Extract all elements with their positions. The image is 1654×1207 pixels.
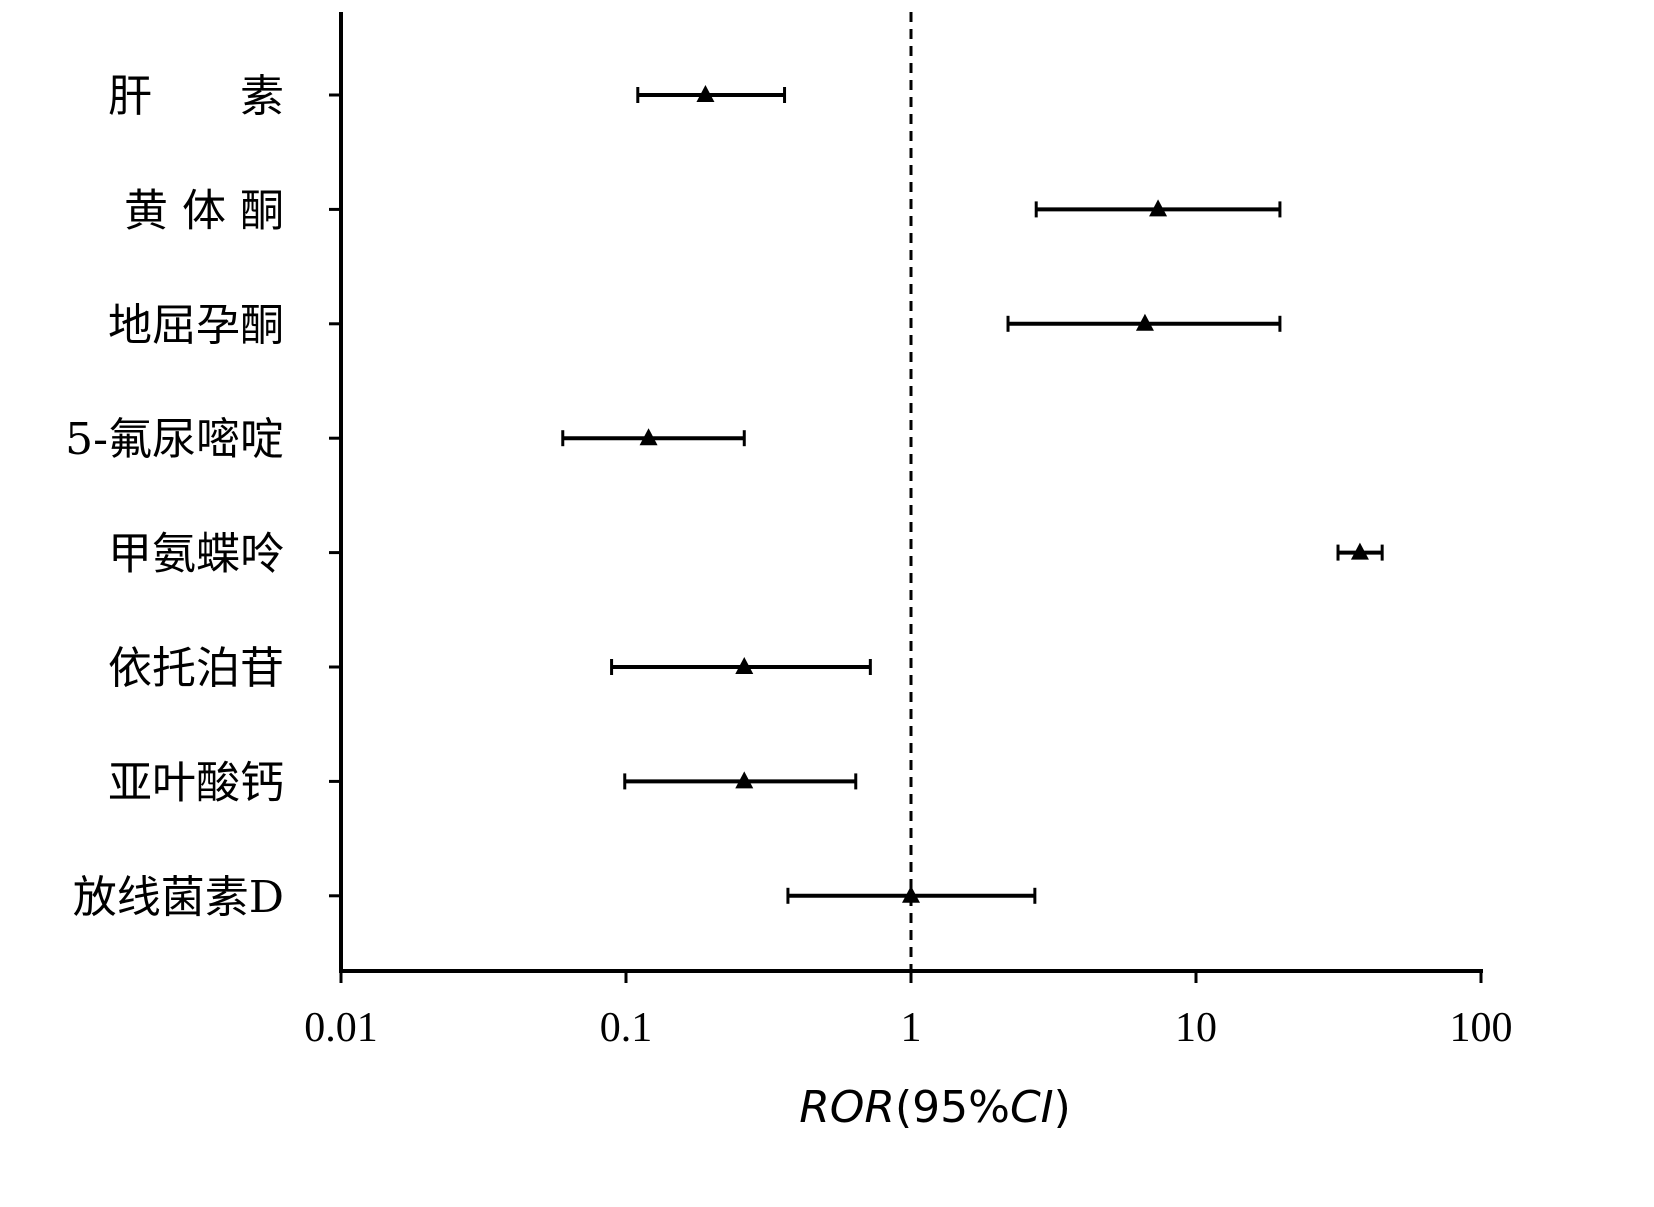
ror-point-triangle [902,885,920,903]
category-label: 黄 体 酮 [124,185,284,236]
forest-row: 甲氨蝶呤 [108,529,1384,580]
category-label: 甲氨蝶呤 [108,529,284,580]
category-label: 放线菌素D [73,872,284,923]
category-label: 地屈孕酮 [108,300,284,351]
ror-point-triangle [735,771,754,789]
forest-row: 肝 素 [108,71,787,122]
category-label: 5-氟尿嘧啶 [65,414,284,465]
category-label: 亚叶酸钙 [108,757,284,808]
x-tick-label: 1 [901,1005,922,1051]
forest-row: 地屈孕酮 [108,300,1282,351]
x-tick-label: 0.1 [600,1005,653,1051]
forest-row: 黄 体 酮 [124,185,1282,236]
forest-row: 亚叶酸钙 [108,757,858,808]
category-label: 依托泊苷 [108,643,284,694]
x-tick-label: 0.01 [304,1005,378,1051]
ror-point-triangle [1135,313,1154,331]
forest-row: 5-氟尿嘧啶 [65,414,746,465]
ror-point-triangle [1350,542,1369,560]
ror-point-triangle [735,657,754,674]
x-tick-label: 10 [1175,1005,1217,1051]
ror-point-triangle [639,428,658,446]
ror-point-triangle [696,85,715,102]
ror-point-triangle [1149,199,1168,217]
x-tick-label: 100 [1450,1005,1513,1051]
category-label: 肝 素 [108,71,284,122]
forest-row: 放线菌素D [73,872,1037,923]
x-axis-label: ROR(95%CI) [799,1082,1071,1133]
forest-row: 依托泊苷 [108,643,872,694]
